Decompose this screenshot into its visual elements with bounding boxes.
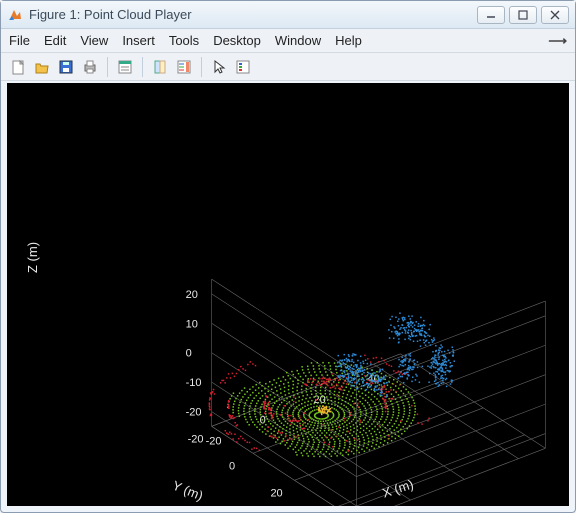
save-icon[interactable] <box>55 56 77 78</box>
open-icon[interactable] <box>31 56 53 78</box>
matlab-icon <box>7 7 23 23</box>
figure-window: Figure 1: Point Cloud Player File Edit V… <box>0 0 576 513</box>
menu-file[interactable]: File <box>9 33 30 48</box>
maximize-button[interactable] <box>509 6 537 24</box>
svg-text:-20: -20 <box>186 407 202 419</box>
colorbar-icon[interactable] <box>173 56 195 78</box>
svg-text:-20: -20 <box>206 435 222 447</box>
minimize-button[interactable] <box>477 6 505 24</box>
titlebar[interactable]: Figure 1: Point Cloud Player <box>1 1 575 29</box>
menubar: File Edit View Insert Tools Desktop Wind… <box>1 29 575 53</box>
menu-window[interactable]: Window <box>275 33 321 48</box>
z-axis-label: Z (m) <box>25 242 40 273</box>
toolbar-separator <box>201 57 202 77</box>
toolbar <box>1 53 575 81</box>
window-title: Figure 1: Point Cloud Player <box>29 7 477 22</box>
svg-text:0: 0 <box>229 460 235 472</box>
menu-edit[interactable]: Edit <box>44 33 66 48</box>
window-buttons <box>477 6 569 24</box>
menu-tools[interactable]: Tools <box>169 33 199 48</box>
svg-text:10: 10 <box>186 318 198 330</box>
menu-insert[interactable]: Insert <box>122 33 155 48</box>
menu-desktop[interactable]: Desktop <box>213 33 261 48</box>
svg-text:-20: -20 <box>188 433 204 445</box>
pointer-icon[interactable] <box>208 56 230 78</box>
prefs-icon[interactable] <box>114 56 136 78</box>
dock-pin-icon[interactable]: ⟶ <box>548 33 567 49</box>
svg-text:20: 20 <box>186 289 198 301</box>
toolbar-separator <box>107 57 108 77</box>
menu-view[interactable]: View <box>80 33 108 48</box>
link-icon[interactable] <box>149 56 171 78</box>
axes-panel[interactable]: -20-1001020-2002040-2002040 Z (m) Y (m) … <box>7 83 569 506</box>
svg-text:0: 0 <box>186 348 192 360</box>
svg-text:20: 20 <box>270 487 282 499</box>
menu-help[interactable]: Help <box>335 33 362 48</box>
svg-text:-10: -10 <box>186 377 202 389</box>
legend-icon[interactable] <box>232 56 254 78</box>
print-icon[interactable] <box>79 56 101 78</box>
new-figure-icon[interactable] <box>7 56 29 78</box>
toolbar-separator <box>142 57 143 77</box>
close-button[interactable] <box>541 6 569 24</box>
point-cloud-axes[interactable]: -20-1001020-2002040-2002040 <box>7 83 567 506</box>
